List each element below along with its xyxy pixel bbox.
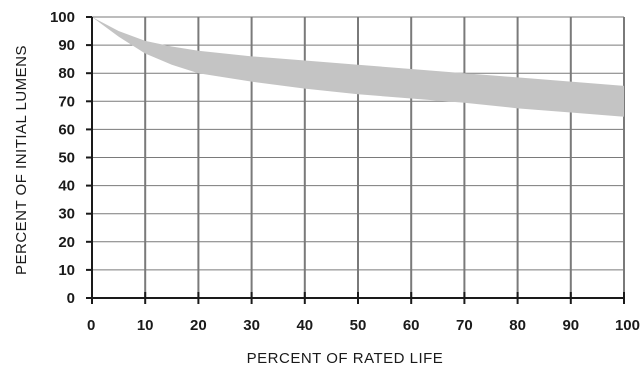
tick-labels: 0 10 20 30 40 50 60 70 80 90 100 0 10 20 30 40 50 60 70 80 9…	[50, 9, 640, 334]
y-tick-label: 40	[58, 178, 75, 195]
x-tick-label: 80	[509, 317, 526, 334]
y-tick-label: 50	[58, 150, 75, 167]
x-tick-label: 30	[243, 317, 260, 334]
x-tick-label: 10	[137, 317, 154, 334]
lumen-band-layer	[92, 17, 624, 117]
y-tick-label: 10	[58, 262, 75, 279]
axes	[86, 16, 625, 304]
x-tick-label: 50	[350, 317, 367, 334]
y-tick-label: 100	[50, 9, 75, 26]
y-tick-label: 60	[58, 121, 75, 138]
x-tick-label: 60	[403, 317, 420, 334]
x-tick-label: 20	[190, 317, 207, 334]
x-tick-label: 70	[456, 317, 473, 334]
y-tick-label: 70	[58, 93, 75, 110]
y-tick-label: 30	[58, 206, 75, 223]
x-axis-title: PERCENT OF RATED LIFE	[247, 350, 444, 367]
y-tick-label: 80	[58, 65, 75, 82]
y-tick-label: 20	[58, 234, 75, 251]
y-tick-label: 0	[67, 290, 75, 307]
x-tick-label: 40	[296, 317, 313, 334]
x-tick-label: 100	[615, 317, 640, 334]
y-tick-label: 90	[58, 37, 75, 54]
y-axis-title: PERCENT OF INITIAL LUMENS	[13, 45, 30, 275]
x-tick-label: 0	[87, 317, 95, 334]
x-tick-label: 90	[562, 317, 579, 334]
lumen-depreciation-band	[92, 17, 624, 117]
